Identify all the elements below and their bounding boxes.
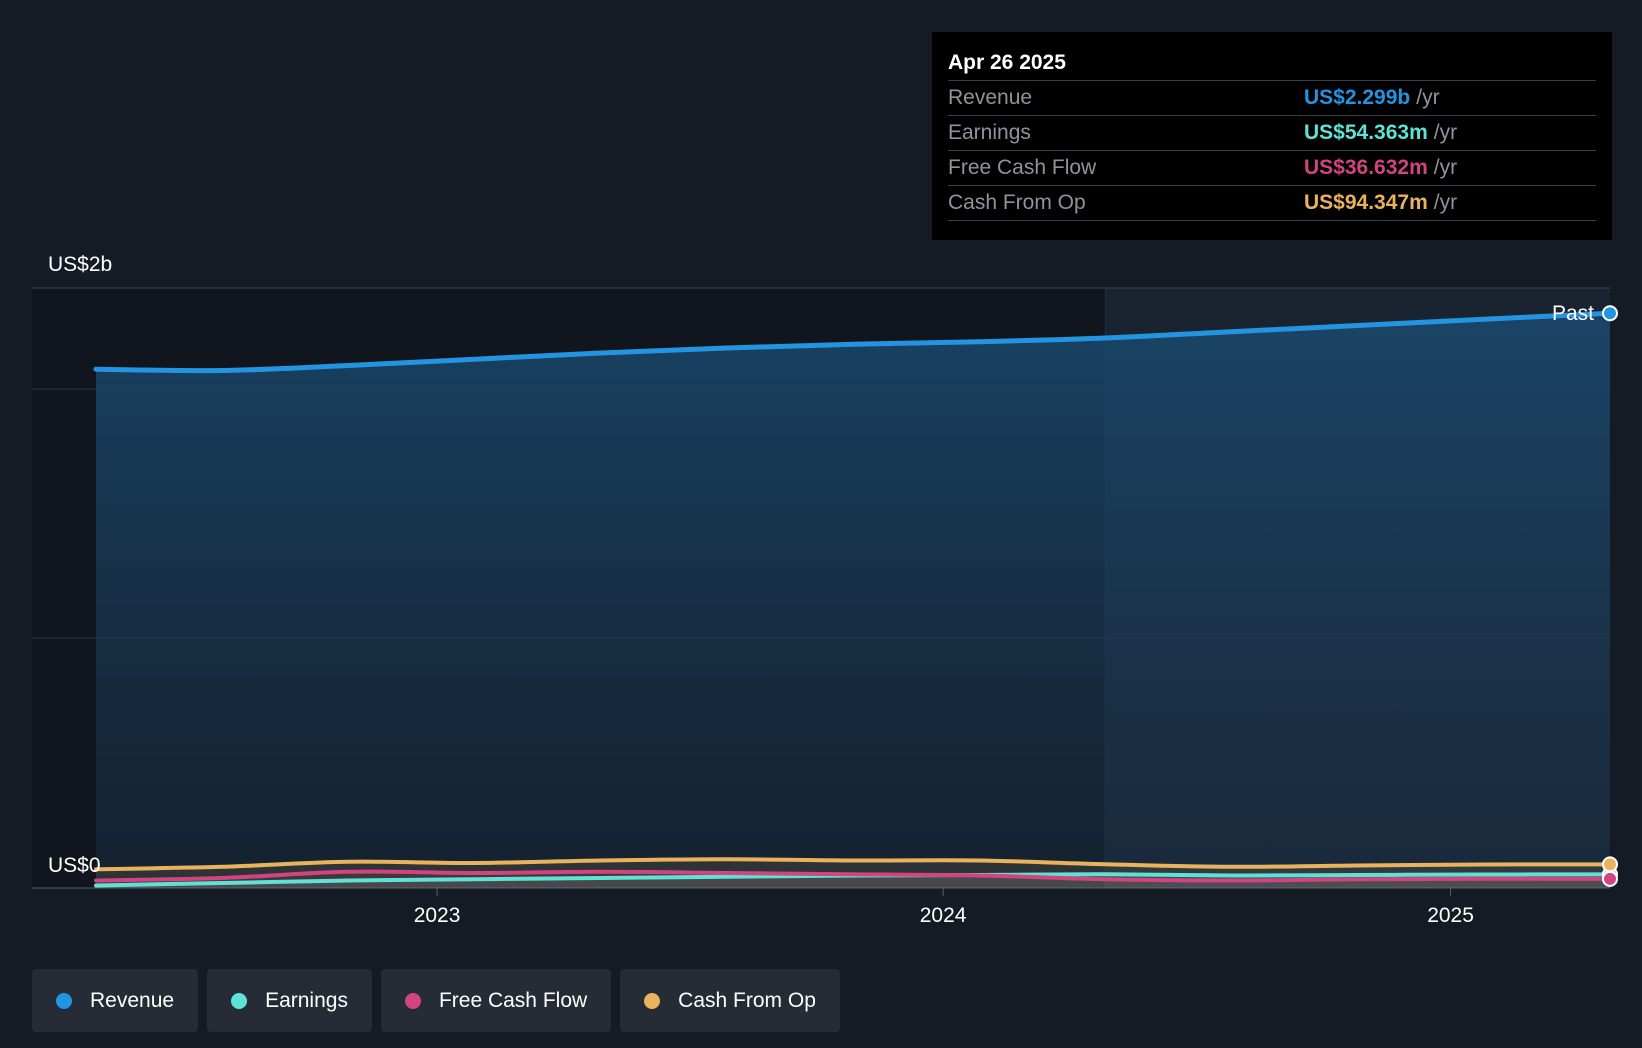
endpoint-marker-revenue	[1602, 305, 1618, 322]
tooltip-unit: /yr	[1416, 86, 1440, 109]
tooltip-unit: /yr	[1433, 191, 1458, 214]
endpoint-marker-cash-from-op	[1602, 856, 1618, 873]
y-label-bottom: US$0	[48, 854, 101, 877]
legend-label: Revenue	[90, 988, 175, 1012]
tooltip-value: US$36.632m	[1304, 156, 1428, 179]
x-tick-label: 2023	[414, 904, 461, 927]
legend-label: Cash From Op	[678, 988, 816, 1012]
chart: 2023 2024 2025 US$2b US$0 Past	[32, 253, 1618, 927]
endpoint-marker-free-cash-flow	[1602, 870, 1618, 887]
legend-item-earnings[interactable]: Earnings	[207, 969, 372, 1032]
tooltip-value: US$2.299b	[1304, 86, 1411, 109]
area-free-cash-flow	[96, 871, 1610, 888]
legend-label: Free Cash Flow	[438, 988, 588, 1012]
legend-item-cash-from-op[interactable]: Cash From Op	[620, 969, 840, 1032]
area-earnings	[96, 874, 1610, 888]
series-line-free-cash-flow	[94, 869, 1612, 883]
tooltip-label: Earnings	[948, 121, 1031, 144]
tooltip-unit: /yr	[1433, 121, 1458, 144]
legend-dot-icon	[231, 992, 248, 1009]
tooltip-row-cash-from-op: Cash From Op US$94.347m /yr	[948, 186, 1596, 221]
tooltip-label: Revenue	[948, 86, 1033, 109]
tooltip-row-earnings: Earnings US$54.363m /yr	[948, 116, 1596, 151]
x-tick-label: 2024	[920, 904, 967, 927]
legend-dot-icon	[56, 992, 72, 1009]
tooltip-row-revenue: Revenue US$2.299b /yr	[948, 81, 1596, 116]
x-tick-label: 2025	[1427, 904, 1474, 927]
legend: Revenue Earnings Free Cash Flow Cash Fro…	[32, 969, 849, 1032]
legend-dot-icon	[644, 992, 661, 1009]
legend-item-free-cash-flow[interactable]: Free Cash Flow	[380, 969, 612, 1032]
tooltip: Apr 26 2025 Revenue US$2.299b /yr Earnin…	[932, 32, 1612, 240]
series-line-cash-from-op	[94, 857, 1612, 872]
legend-label: Earnings	[265, 988, 348, 1012]
y-label-top: US$2b	[48, 253, 112, 276]
series-line-revenue	[93, 310, 1613, 374]
legend-item-revenue[interactable]: Revenue	[32, 969, 199, 1032]
tooltip-row-free-cash-flow: Free Cash Flow US$36.632m /yr	[948, 151, 1596, 186]
tooltip-unit: /yr	[1433, 156, 1458, 179]
legend-dot-icon	[404, 992, 421, 1009]
tooltip-date: Apr 26 2025	[948, 46, 1596, 81]
tooltip-label: Free Cash Flow	[948, 156, 1097, 179]
tooltip-value: US$54.363m	[1304, 121, 1428, 144]
area-revenue	[96, 313, 1610, 888]
past-label: Past	[1552, 302, 1594, 325]
tooltip-value: US$94.347m	[1304, 191, 1428, 214]
tooltip-label: Cash From Op	[948, 191, 1086, 214]
